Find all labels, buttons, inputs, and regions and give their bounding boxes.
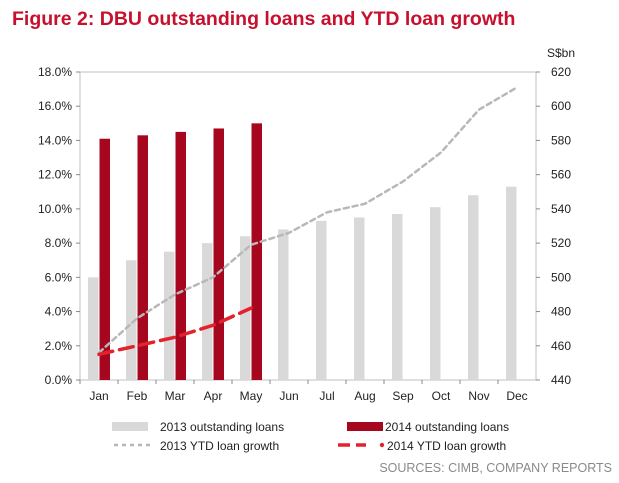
right-tick-label: 440 <box>551 373 571 387</box>
bar-2013-sep <box>392 214 403 380</box>
x-tick-label: Feb <box>127 389 148 403</box>
x-tick-label: Sep <box>392 389 414 403</box>
left-tick-label: 18.0% <box>38 65 72 79</box>
x-tick-label: Jun <box>279 389 298 403</box>
growth-lines <box>97 86 519 357</box>
legend-swatch-2013-loans <box>112 422 148 431</box>
legend-label-2013-growth: 2013 YTD loan growth <box>160 439 279 453</box>
right-tick-label: 620 <box>551 65 571 79</box>
x-tick-label: Aug <box>354 389 375 403</box>
bar-2013-jun <box>278 229 289 380</box>
right-tick-label: 540 <box>551 202 571 216</box>
left-tick-label: 16.0% <box>38 99 72 113</box>
bar-2013-dec <box>506 186 517 380</box>
bar-2013-apr <box>202 243 213 380</box>
bar-2014-apr <box>213 128 224 380</box>
right-tick-label: 480 <box>551 305 571 319</box>
right-axis-unit: S$bn <box>547 46 575 60</box>
right-tick-label: 600 <box>551 99 571 113</box>
right-tick-label: 520 <box>551 236 571 250</box>
left-tick-label: 6.0% <box>45 270 73 284</box>
left-tick-label: 2.0% <box>45 339 73 353</box>
legend-marker-2014-growth <box>379 442 385 448</box>
x-tick-label: Mar <box>165 389 186 403</box>
bar-2013-feb <box>126 260 137 380</box>
right-tick-label: 460 <box>551 339 571 353</box>
legend: 2013 outstanding loans 2014 outstanding l… <box>112 420 509 453</box>
bar-2014-feb <box>137 135 148 380</box>
legend-label-2014-loans: 2014 outstanding loans <box>385 420 509 434</box>
x-tick-label: Jul <box>319 389 334 403</box>
bar-2013-jul <box>316 220 327 380</box>
right-tick-label: 560 <box>551 168 571 182</box>
x-tick-label: Nov <box>468 389 489 403</box>
left-tick-label: 14.0% <box>38 133 72 147</box>
bar-2013-aug <box>354 217 365 380</box>
bar-2014-may <box>251 123 262 380</box>
line-2013-ytd-growth <box>97 86 519 354</box>
line-2014-ytd-growth <box>97 306 253 357</box>
chart-title: Figure 2: DBU outstanding loans and YTD … <box>12 8 516 30</box>
bars-2014-outstanding-loans <box>99 123 262 380</box>
x-tick-label: Jan <box>89 389 108 403</box>
legend-label-2013-loans: 2013 outstanding loans <box>160 420 284 434</box>
right-tick-label: 500 <box>551 270 571 284</box>
legend-label-2014-growth: 2014 YTD loan growth <box>387 439 506 453</box>
plot-area-border <box>79 71 537 381</box>
bar-2013-nov <box>468 195 479 380</box>
left-tick-label: 8.0% <box>45 236 73 250</box>
bar-2014-jan <box>99 138 110 380</box>
x-tick-label: Dec <box>506 389 527 403</box>
bar-2013-oct <box>430 207 441 380</box>
bar-2013-jan <box>88 277 99 380</box>
bar-2013-mar <box>164 251 175 380</box>
x-tick-label: Oct <box>432 389 451 403</box>
left-tick-label: 10.0% <box>38 202 72 216</box>
legend-swatch-2014-loans <box>347 422 383 431</box>
x-tick-label: Apr <box>204 389 223 403</box>
bar-2013-may <box>240 236 251 380</box>
left-tick-label: 4.0% <box>45 305 73 319</box>
bar-2014-mar <box>175 131 186 380</box>
bars-2013-outstanding-loans <box>88 186 517 380</box>
x-tick-label: May <box>240 389 263 403</box>
right-tick-label: 580 <box>551 133 571 147</box>
left-tick-label: 0.0% <box>45 373 73 387</box>
left-tick-label: 12.0% <box>38 168 72 182</box>
axes: 0.0% 2.0% 4.0% 6.0% 8.0% 10.0% 12.0% 14.0% 16.0%… <box>38 65 571 403</box>
source-note: SOURCES: CIMB, COMPANY REPORTS <box>379 461 612 475</box>
